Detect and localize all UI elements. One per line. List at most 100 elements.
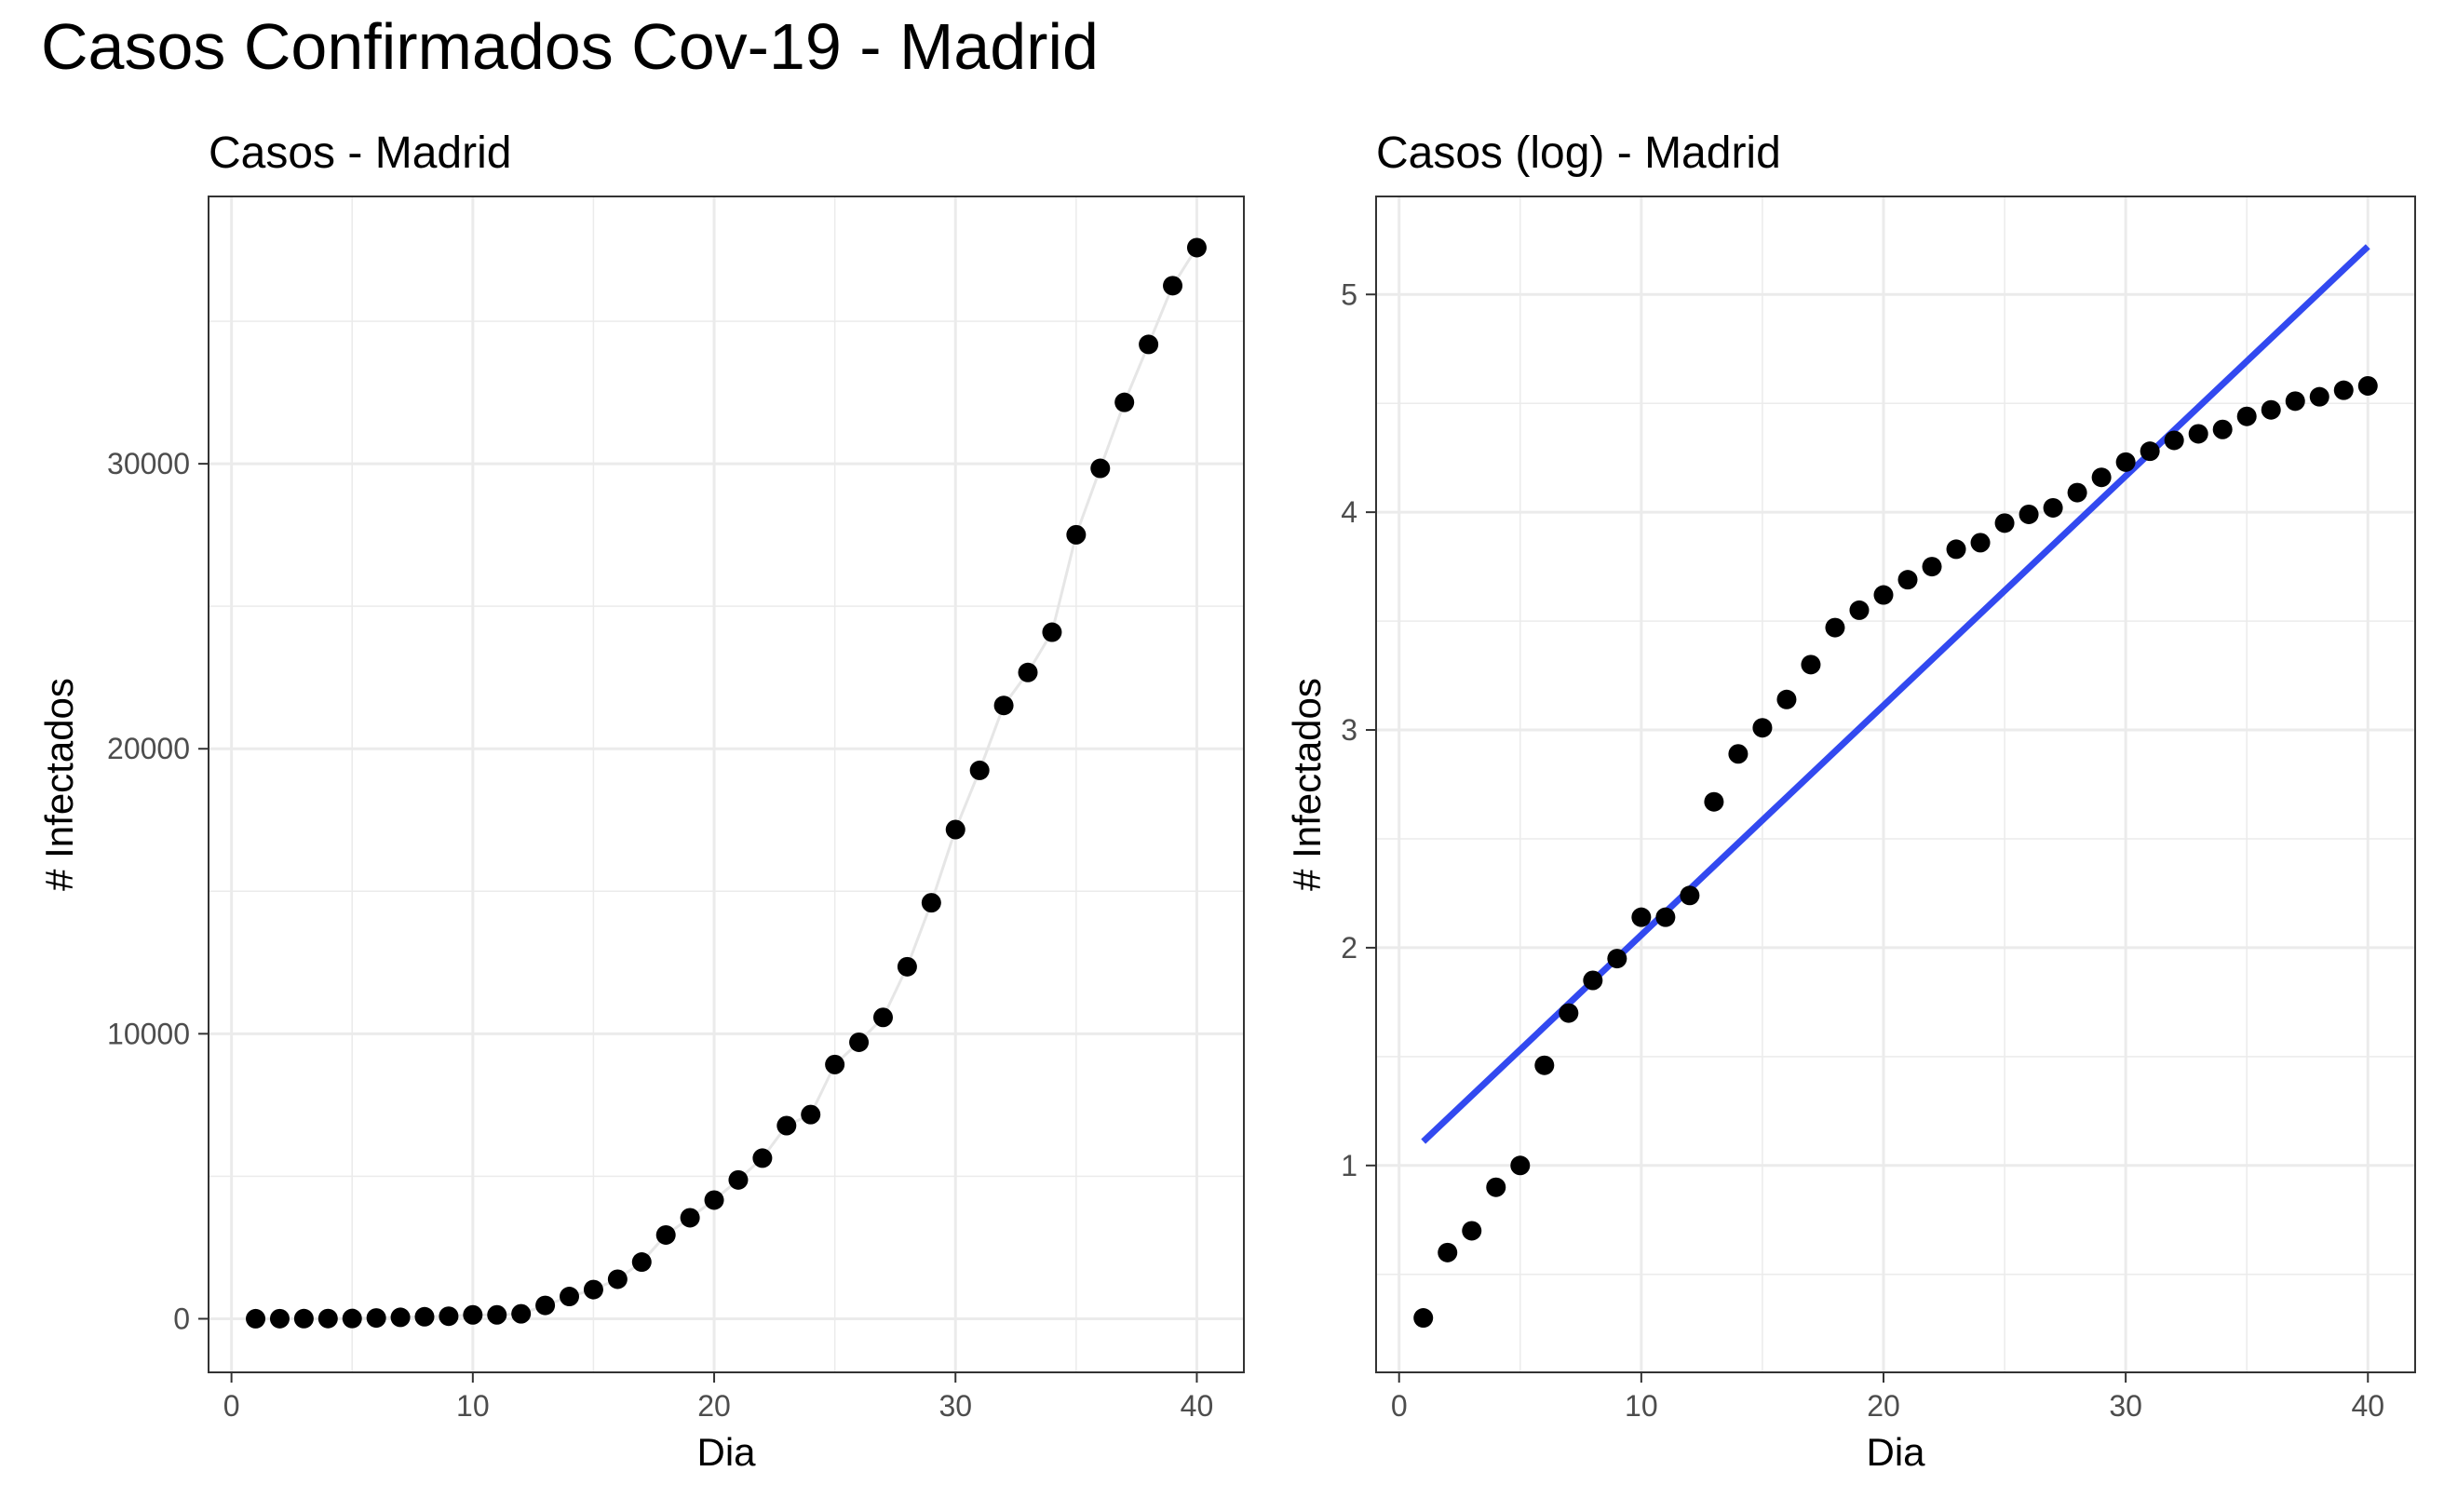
data-point [752, 1148, 773, 1168]
data-point [1776, 689, 1797, 709]
y-axis-label: # Infectados [37, 678, 81, 891]
data-point [2236, 406, 2257, 426]
data-point [2115, 452, 2136, 472]
plot-background [209, 196, 1244, 1372]
x-tick-label: 20 [1867, 1389, 1900, 1423]
data-point [2043, 497, 2063, 518]
data-point [317, 1308, 338, 1329]
panel-title: Casos (log) - Madrid [1376, 128, 1781, 178]
data-point [1163, 276, 1183, 296]
data-point [607, 1269, 628, 1289]
data-point [1139, 334, 1159, 355]
panel-title: Casos - Madrid [209, 128, 511, 178]
data-point [704, 1190, 724, 1210]
data-point [801, 1104, 821, 1125]
data-point [1897, 570, 1918, 590]
x-tick-label: 0 [1391, 1389, 1408, 1423]
data-point [1825, 617, 1845, 638]
data-point [2188, 424, 2208, 444]
data-point [583, 1279, 603, 1300]
panel-linear: 0 10 20 30 40 0 10000 20000 30000 Casos - Madrid D… [37, 128, 1245, 1474]
data-point [1186, 237, 1207, 258]
data-point [269, 1308, 290, 1329]
data-point [1018, 662, 1038, 682]
x-tick-label: 40 [1181, 1389, 1214, 1423]
data-point [1607, 949, 1627, 969]
data-point [342, 1308, 362, 1329]
panel-log: 0 10 20 30 40 1 2 3 4 5 Casos (log) - Madrid Dia # I… [1285, 128, 2416, 1474]
y-tick-label: 5 [1341, 277, 1357, 311]
data-point [921, 893, 941, 913]
data-point [1873, 585, 1894, 605]
data-point [2212, 419, 2233, 439]
data-point [631, 1252, 652, 1273]
x-tick-label: 20 [697, 1389, 731, 1423]
y-axis-label: # Infectados [1285, 678, 1329, 891]
x-tick-label: 40 [2351, 1389, 2384, 1423]
data-point [246, 1308, 266, 1329]
trend-line [1421, 244, 2370, 1144]
data-point [680, 1208, 700, 1228]
data-point [1510, 1155, 1531, 1176]
x-axis-label: Dia [1866, 1430, 1925, 1474]
x-tick-label: 10 [456, 1389, 490, 1423]
data-point [728, 1169, 749, 1190]
data-point [969, 760, 990, 780]
data-point [2333, 380, 2354, 400]
series-connector-line [255, 247, 1198, 1320]
data-point [390, 1307, 411, 1328]
figure-title: Casos Confirmados Cov-19 - Madrid [41, 10, 1099, 83]
y-tick-label: 10000 [107, 1017, 190, 1050]
x-tick-label: 30 [2109, 1389, 2142, 1423]
data-point [849, 1032, 870, 1052]
data-point [2261, 399, 2281, 420]
data-point [1801, 655, 1821, 675]
data-point [825, 1054, 845, 1074]
data-point [1462, 1221, 1482, 1241]
data-point [1042, 622, 1062, 642]
data-point [1752, 718, 1773, 738]
data-point [2357, 375, 2378, 396]
y-tick-label: 0 [173, 1302, 190, 1335]
data-point [1438, 1242, 1458, 1262]
x-tick-label: 10 [1625, 1389, 1658, 1423]
data-point [1114, 392, 1135, 412]
x-tick-label: 0 [223, 1389, 240, 1423]
x-tick-label: 30 [938, 1389, 972, 1423]
data-point [1486, 1177, 1506, 1197]
data-point [1090, 458, 1111, 479]
data-point [1559, 1003, 1579, 1023]
data-point [2140, 441, 2160, 462]
data-point [897, 956, 917, 977]
data-point [2067, 482, 2087, 503]
y-tick-label: 20000 [107, 732, 190, 765]
data-point [1922, 557, 1942, 577]
data-point [1534, 1055, 1555, 1075]
data-point [655, 1224, 676, 1245]
plot-background [1376, 196, 2415, 1372]
data-point [776, 1115, 797, 1136]
data-point [1946, 539, 1966, 560]
data-point [2091, 467, 2112, 488]
data-point [1704, 791, 1724, 812]
data-point [2309, 386, 2329, 407]
data-point [1849, 600, 1870, 620]
data-point [1994, 513, 2015, 533]
data-point [293, 1308, 314, 1329]
y-tick-label: 3 [1341, 713, 1357, 747]
data-point [2285, 391, 2305, 412]
data-point [1413, 1308, 1434, 1329]
data-point [872, 1007, 893, 1028]
data-point [1583, 970, 1603, 991]
data-point [463, 1304, 483, 1325]
y-tick-label: 1 [1341, 1149, 1357, 1182]
data-point [535, 1295, 556, 1316]
data-point [1680, 885, 1700, 906]
plot-border [208, 196, 1245, 1373]
data-point [2164, 430, 2184, 451]
data-point [560, 1287, 580, 1307]
y-tick-label: 30000 [107, 447, 190, 480]
data-point [1066, 524, 1087, 545]
data-point [439, 1306, 459, 1327]
